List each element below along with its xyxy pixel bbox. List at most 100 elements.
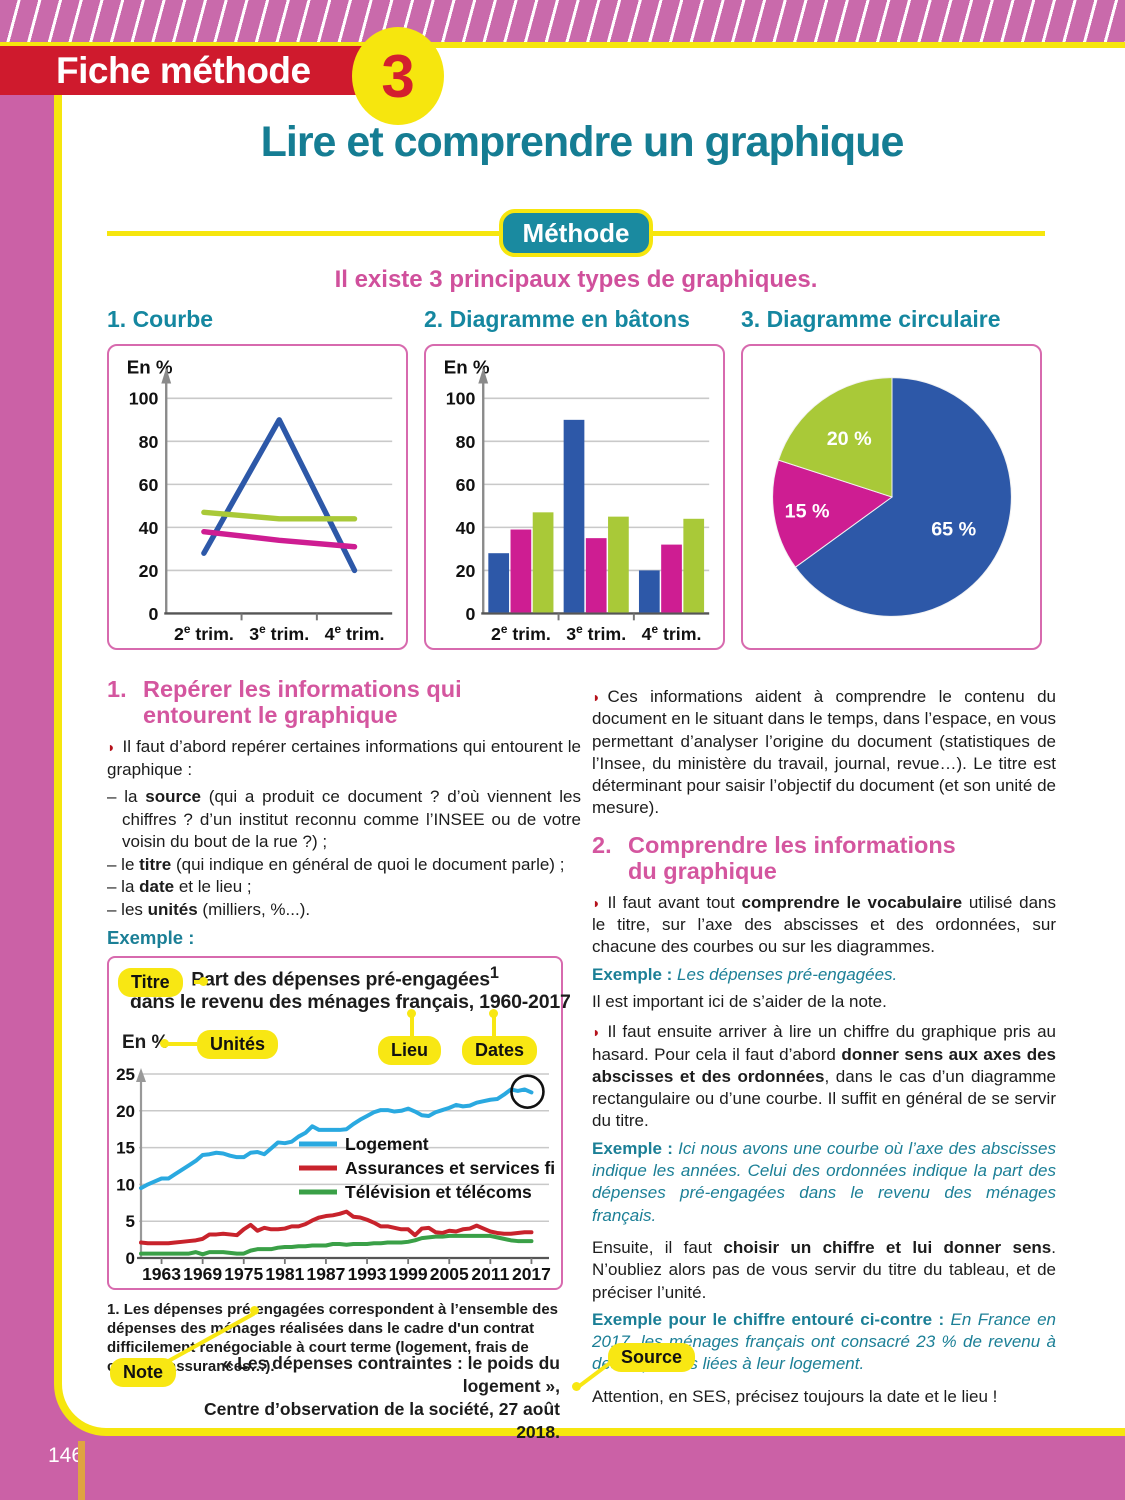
intro-subtitle: Il existe 3 principaux types de graphiqu…	[334, 266, 818, 293]
svg-text:5: 5	[126, 1212, 135, 1231]
courbe-title: 1. Courbe	[107, 306, 214, 332]
svg-text:2005: 2005	[430, 1264, 469, 1284]
list-item: – la source (qui a produit ce document ?…	[107, 787, 581, 851]
svg-text:3e trim.: 3e trim.	[566, 622, 626, 644]
top-decorative-band	[0, 0, 1125, 42]
fiche-number-circle: 3	[352, 27, 444, 125]
dates-leader-dot	[489, 1009, 498, 1018]
section2-para-choose: Ensuite, il faut choisir un chiffre et l…	[592, 1237, 1056, 1302]
batons-chart-box: En % 0 20 40 60 80 100 2e trim. 3e trim. 4e trim.	[424, 344, 725, 650]
example-unit-label: En %	[122, 1032, 169, 1053]
dates-badge: Dates	[462, 1036, 538, 1065]
svg-text:2017: 2017	[512, 1264, 551, 1284]
svg-text:1963: 1963	[142, 1264, 181, 1284]
svg-text:1987: 1987	[306, 1264, 345, 1284]
svg-text:En %: En %	[444, 357, 490, 378]
svg-text:0: 0	[148, 604, 158, 624]
svg-text:60: 60	[456, 475, 476, 495]
svg-text:0: 0	[126, 1249, 135, 1268]
fiche-number: 3	[381, 42, 415, 110]
bullet-icon: ◗	[592, 689, 601, 705]
lieu-leader-line	[410, 1014, 414, 1038]
svg-text:4e trim.: 4e trim.	[325, 622, 385, 644]
section1-intro: ◗ Il faut d’abord repérer certaines infor…	[107, 737, 581, 779]
titre-badge: Titre	[118, 968, 183, 997]
unites-badge: Unités	[197, 1030, 279, 1059]
section1-heading-text: Repérer les informations qui entourent l…	[143, 676, 462, 728]
svg-text:25: 25	[116, 1065, 135, 1084]
batons-title: 2. Diagramme en bâtons	[424, 306, 690, 332]
page-title: Lire et comprendre un graphique	[260, 118, 905, 166]
svg-text:80: 80	[139, 432, 159, 452]
svg-text:10: 10	[116, 1175, 135, 1194]
section2-example2: Exemple : Ici nous avons une courbe où l…	[592, 1138, 1056, 1225]
svg-text:20: 20	[456, 561, 476, 581]
courbe-chart-box: En % 0 20 40 60 80 100 2e trim. 3e trim. 4e trim.	[107, 344, 408, 650]
svg-text:1969: 1969	[183, 1264, 222, 1284]
batons-bar-chart: En % 0 20 40 60 80 100 2e trim. 3e trim. 4e trim.	[444, 357, 710, 644]
unites-leader-line	[165, 1042, 197, 1046]
fiche-banner-label: Fiche méthode	[56, 50, 311, 91]
bullet-icon: ◗	[592, 894, 601, 911]
circulaire-title: 3. Diagramme circulaire	[741, 306, 1001, 332]
source-badge: Source	[608, 1343, 696, 1372]
svg-text:1999: 1999	[389, 1264, 428, 1284]
svg-text:3e trim.: 3e trim.	[249, 622, 309, 644]
svg-text:100: 100	[129, 389, 159, 409]
section2-para-axes: ◗ Il faut ensuite arriver à lire un chiff…	[592, 1022, 1056, 1131]
lieu-badge: Lieu	[378, 1036, 442, 1065]
method-badge: Méthode	[499, 209, 653, 257]
source-leader-dot	[572, 1382, 581, 1391]
left-column: 1. Repérer les informations qui entouren…	[107, 676, 581, 950]
svg-text:Assurances et services financi: Assurances et services financiers	[345, 1158, 555, 1178]
titre-leader-dot	[199, 977, 208, 986]
circulaire-chart-box: 65 % 15 % 20 %	[741, 344, 1042, 650]
right-column: ◗ Ces informations aident à comprendre le…	[592, 686, 1056, 1413]
list-item: – le titre (qui indique en général de qu…	[107, 854, 565, 874]
svg-text:2011: 2011	[471, 1264, 509, 1284]
svg-text:40: 40	[456, 518, 476, 538]
svg-text:15 %: 15 %	[785, 500, 830, 522]
section2-heading-text: Comprendre les informations du graphique	[628, 831, 956, 884]
svg-text:2e trim.: 2e trim.	[174, 622, 234, 644]
svg-text:100: 100	[446, 389, 476, 409]
example-chart-title-line2: dans le revenu des ménages français, 196…	[130, 991, 571, 1013]
courbe-line-chart: En % 0 20 40 60 80 100 2e trim. 3e trim. 4e trim.	[127, 357, 393, 644]
dates-leader-line	[492, 1014, 496, 1038]
figure-source: « Les dépenses contraintes : le poids du…	[204, 1353, 560, 1442]
svg-text:20: 20	[116, 1102, 135, 1121]
example-label: Exemple :	[107, 927, 195, 948]
svg-text:4e trim.: 4e trim.	[642, 622, 702, 644]
footer-accent-bar	[78, 1441, 85, 1500]
circulaire-pie-chart: 65 % 15 % 20 %	[772, 377, 1012, 617]
svg-text:1981: 1981	[265, 1264, 304, 1284]
unites-leader-dot	[160, 1039, 169, 1048]
top-yellow-rule	[0, 42, 1125, 48]
page-number: 146	[48, 1444, 84, 1467]
section1-number: 1.	[107, 676, 127, 702]
section2-para-vocab: ◗ Il faut avant tout comprendre le vocabu…	[592, 892, 1056, 957]
section2-example1: Exemple : Les dépenses pré-engagées.	[592, 964, 898, 984]
section2-attention: Attention, en SES, précisez toujours la …	[592, 1386, 998, 1406]
example-chart-title-line1: Part des dépenses pré-engagées1	[191, 964, 499, 991]
svg-text:1993: 1993	[348, 1264, 387, 1284]
svg-text:20 %: 20 %	[827, 428, 872, 450]
lieu-leader-dot	[407, 1009, 416, 1018]
svg-text:En %: En %	[127, 357, 173, 378]
note-leader-dot	[250, 1306, 259, 1315]
list-item: – les unités (milliers, %...).	[107, 899, 311, 919]
section2-para-note: Il est important ici de s’aider de la no…	[592, 991, 887, 1011]
svg-text:65 %: 65 %	[931, 518, 976, 540]
svg-text:15: 15	[116, 1139, 135, 1158]
bullet-icon: ◗	[592, 1024, 601, 1041]
svg-text:1975: 1975	[224, 1264, 263, 1284]
section1-heading: 1. Repérer les informations qui entouren…	[107, 676, 581, 728]
svg-text:2e trim.: 2e trim.	[491, 622, 551, 644]
svg-text:0: 0	[465, 604, 475, 624]
list-item: – la date et le lieu ;	[107, 877, 252, 896]
bullet-icon: ◗	[107, 739, 116, 755]
section1-para2: ◗ Ces informations aident à comprendre le…	[592, 687, 1057, 818]
svg-text:60: 60	[139, 475, 159, 495]
svg-text:Télévision et télécoms: Télévision et télécoms	[345, 1182, 532, 1202]
